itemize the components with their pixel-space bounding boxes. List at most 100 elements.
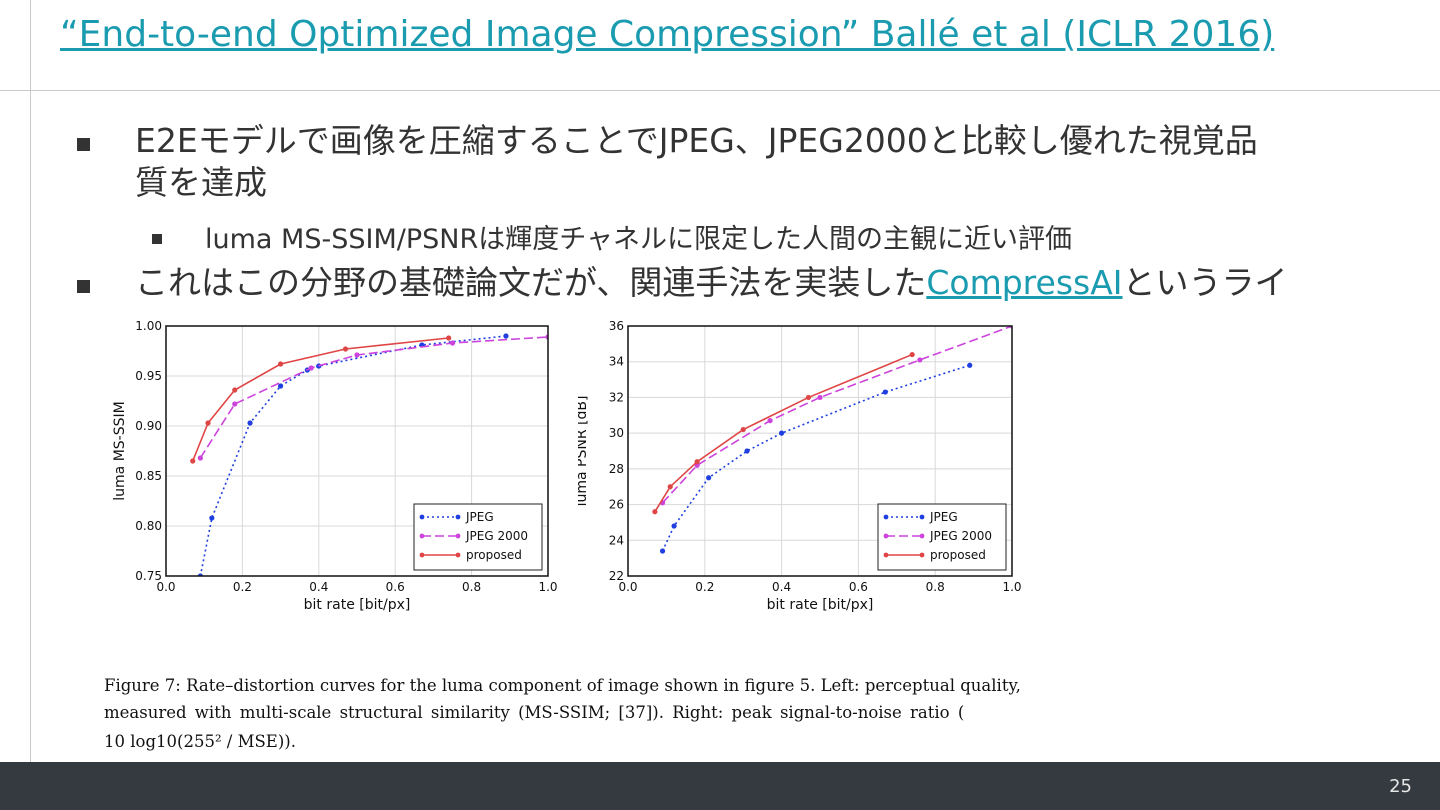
data-point-jpeg-2000 <box>449 340 456 346</box>
y-tick-label: 0.85 <box>135 469 162 483</box>
data-point-jpeg <box>503 333 509 339</box>
title-divider <box>0 90 1440 91</box>
y-tick-label: 1.00 <box>135 319 162 333</box>
data-point-jpeg-2000 <box>917 357 923 363</box>
data-point-jpeg <box>209 515 215 521</box>
x-tick-label: 0.6 <box>386 580 405 594</box>
data-point-proposed <box>205 420 211 426</box>
data-point-jpeg-2000 <box>354 352 360 358</box>
x-tick-label: 0.4 <box>309 580 328 594</box>
data-point-proposed <box>667 484 673 490</box>
y-tick-label: 0.95 <box>135 369 162 383</box>
x-tick-label: 0.2 <box>233 580 252 594</box>
x-axis-label: bit rate [bit/px] <box>767 597 874 613</box>
footer-bar: 25 <box>0 762 1440 810</box>
legend-marker <box>419 552 425 558</box>
series-line-proposed <box>191 337 449 462</box>
data-point-jpeg <box>278 383 284 389</box>
data-point-jpeg-2000 <box>232 401 238 407</box>
plot-area <box>190 333 548 576</box>
y-tick-label: 22 <box>609 569 624 583</box>
y-tick-label: 24 <box>609 533 624 547</box>
caption-line-2: measured with multi-scale structural sim… <box>104 703 965 722</box>
x-axis-label: bit rate [bit/px] <box>304 597 411 613</box>
plot-frame <box>627 325 1013 577</box>
legend-marker <box>455 552 461 558</box>
x-tick-label: 0.2 <box>695 580 714 594</box>
data-point-jpeg <box>744 448 750 454</box>
legend-label: JPEG 2000 <box>929 529 992 543</box>
legend-label: JPEG 2000 <box>465 529 528 543</box>
page-number: 25 <box>1389 776 1412 797</box>
data-point-jpeg <box>967 362 973 368</box>
bullet-marker <box>77 138 90 151</box>
x-tick-label: 0.8 <box>926 580 945 594</box>
data-point-jpeg-2000 <box>308 365 314 371</box>
x-tick-label: 1.0 <box>1002 580 1021 594</box>
figure-caption: Figure 7: Rate–distortion curves for the… <box>96 668 1042 763</box>
legend-marker <box>919 552 925 558</box>
caption-line-3: 10 log10(255² / MSE)). <box>104 732 296 751</box>
y-axis-label: luma PSNR [dB] <box>578 396 590 507</box>
series-line-jpeg <box>199 335 507 576</box>
x-tick-label: 0.4 <box>772 580 791 594</box>
y-tick-label: 28 <box>609 462 624 476</box>
y-tick-label: 34 <box>609 355 624 369</box>
legend-label: proposed <box>466 548 522 562</box>
x-tick-label: 1.0 <box>538 580 557 594</box>
data-point-proposed <box>805 394 812 401</box>
bullet-3: これはこの分野の基礎論文だが、関連手法を実装したCompressAIというライ <box>135 262 1288 304</box>
data-point-proposed <box>740 426 746 433</box>
x-tick-label: 0.0 <box>618 580 637 594</box>
bullet-1: E2Eモデルで画像を圧縮することでJPEG、JPEG2000と比較し優れた視覚品… <box>135 120 1258 204</box>
legend-box <box>877 503 1007 571</box>
legend-marker <box>419 514 425 520</box>
series-line-jpeg-2000 <box>661 326 1012 504</box>
data-point-proposed <box>909 351 915 358</box>
x-tick-label: 0.8 <box>462 580 481 594</box>
data-point-proposed <box>694 459 700 465</box>
x-tick-label: 0.6 <box>849 580 868 594</box>
y-tick-label: 36 <box>609 319 624 333</box>
slide-title-link[interactable]: “End-to-end Optimized Image Compression”… <box>60 14 1275 55</box>
data-point-proposed <box>232 387 238 393</box>
legend-marker <box>455 533 461 539</box>
compressai-link[interactable]: CompressAI <box>926 263 1123 302</box>
data-point-jpeg-2000 <box>817 394 823 401</box>
bullet-marker <box>77 280 90 293</box>
sub-bullet: luma MS-SSIM/PSNRは輝度チャネルに限定した人間の主観に近い評価 <box>205 224 1072 255</box>
data-point-jpeg <box>779 430 785 436</box>
sub-bullet-marker <box>152 234 162 244</box>
data-point-proposed <box>190 458 196 464</box>
legend-label: JPEG <box>465 510 494 524</box>
legend-marker <box>919 514 925 520</box>
bullet-3-text-pre: これはこの分野の基礎論文だが、関連手法を実装した <box>135 263 927 302</box>
plot-area <box>652 326 1012 554</box>
y-axis-label: luma MS-SSIM <box>112 401 128 500</box>
data-point-jpeg <box>671 523 677 529</box>
data-point-jpeg <box>247 420 253 426</box>
plot-frame <box>165 325 549 577</box>
psnr-chart: 0.0 0.2 0.4 0.6 0.8 1.0 22 24 26 28 30 32 34 36 bit ra… <box>578 319 1022 613</box>
data-point-jpeg-2000 <box>197 455 203 461</box>
bullet-1-line2: 質を達成 <box>135 163 267 202</box>
legend-marker <box>919 533 925 539</box>
legend-marker <box>455 514 461 520</box>
caption-line-1: Figure 7: Rate–distortion curves for the… <box>104 676 1021 695</box>
data-point-jpeg <box>659 548 666 554</box>
data-point-jpeg <box>706 475 712 481</box>
y-tick-label: 0.75 <box>135 569 162 583</box>
legend-label: JPEG <box>929 510 958 524</box>
data-point-proposed <box>446 335 452 341</box>
left-vertical-rule <box>30 0 31 762</box>
x-tick-label: 0.0 <box>156 580 175 594</box>
legend-marker <box>883 514 889 520</box>
y-tick-label: 30 <box>609 426 624 440</box>
data-point-proposed <box>278 361 284 367</box>
ms-ssim-chart: 0.0 0.2 0.4 0.6 0.8 1.0 0.75 0.80 0.85 0.90 0.95 1.… <box>112 319 558 613</box>
series-line-jpeg-2000 <box>199 336 548 459</box>
legend-marker <box>883 533 889 539</box>
bullet-3-text-post: というライ <box>1122 263 1288 302</box>
data-point-proposed <box>342 346 349 352</box>
y-tick-label: 32 <box>609 390 624 404</box>
